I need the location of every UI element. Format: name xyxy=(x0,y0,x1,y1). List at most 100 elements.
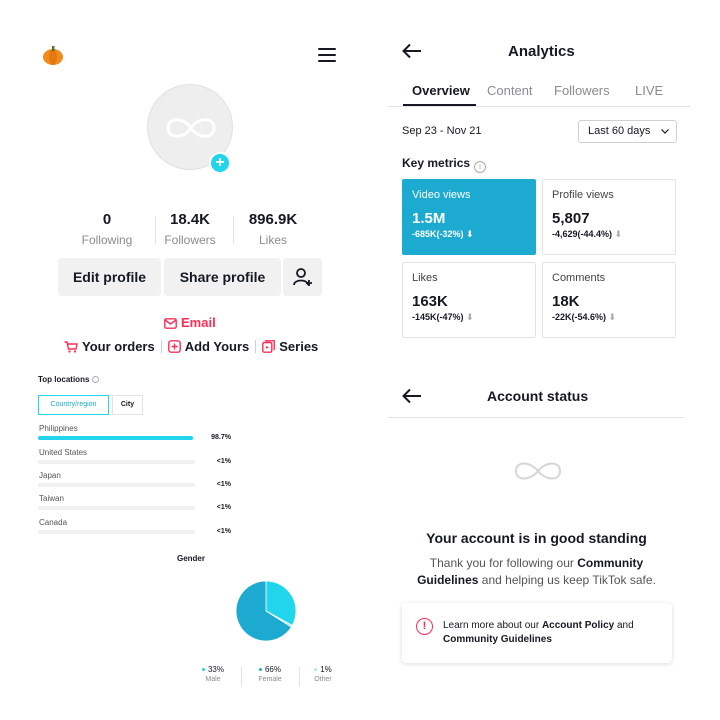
back-arrow-icon[interactable] xyxy=(402,388,422,404)
cart-icon xyxy=(64,341,78,353)
location-bar-fill xyxy=(38,436,193,440)
stat-followers-label: Followers xyxy=(164,233,216,247)
arrow-down-icon: ⬇ xyxy=(614,229,623,239)
series-link[interactable]: Series xyxy=(262,339,318,354)
metric-delta: -145K(-47%) ⬇ xyxy=(412,312,526,323)
stat-following-label: Following xyxy=(81,233,133,247)
location-bar xyxy=(38,506,195,510)
policy-notice-card[interactable]: ! Learn more about our Account Policy an… xyxy=(402,603,672,663)
infinity-logo-icon xyxy=(514,462,562,480)
profile-panel: + 0 Following 18.4K Followers 896.9K Lik… xyxy=(38,44,336,687)
stat-following-value: 0 xyxy=(102,211,112,228)
tab-content[interactable]: Content xyxy=(487,83,533,98)
metric-delta-text: -145K(-47%) xyxy=(412,312,464,322)
profile-links: Your orders Add Yours Series xyxy=(64,339,318,354)
community-guidelines-link[interactable]: Community Guidelines xyxy=(443,634,552,645)
gender-percent: 66% xyxy=(264,665,281,674)
location-percent: <1% xyxy=(216,504,231,511)
location-name: United States xyxy=(39,448,88,457)
arrow-down-icon: ⬇ xyxy=(466,229,474,239)
metric-card-video-views[interactable]: Video views 1.5M -685K(-32%) ⬇ xyxy=(402,179,536,255)
metric-label: Likes xyxy=(412,272,438,284)
metric-label: Comments xyxy=(552,272,606,284)
metric-card-comments[interactable]: Comments 18K -22K(-54.6%) ⬇ xyxy=(542,262,676,338)
stat-divider xyxy=(155,216,156,244)
status-message: Thank you for following our Community Gu… xyxy=(400,555,673,589)
legend-divider xyxy=(299,667,300,687)
stat-divider xyxy=(233,216,234,244)
tab-live[interactable]: LIVE xyxy=(635,83,664,98)
gender-label: Other xyxy=(314,676,332,683)
notice-mid: and xyxy=(614,620,634,631)
location-percent: <1% xyxy=(216,528,231,535)
metric-value: 18K xyxy=(552,293,580,310)
gender-label: Female xyxy=(258,676,282,683)
chevron-down-icon xyxy=(661,129,669,134)
info-icon[interactable] xyxy=(92,376,100,383)
community-guidelines-link[interactable]: Community Guidelines xyxy=(417,556,644,587)
arrow-down-icon: ⬇ xyxy=(466,312,474,322)
link-separator xyxy=(255,340,257,353)
account-status-title: Account status xyxy=(487,388,589,404)
edit-profile-button[interactable]: Edit profile xyxy=(58,258,161,296)
stat-likes[interactable]: 896.9K Likes xyxy=(233,211,313,247)
top-locations-label: Top locations xyxy=(38,375,90,384)
your-orders-label: Your orders xyxy=(82,339,155,354)
location-name: Japan xyxy=(39,471,61,480)
add-friend-button[interactable] xyxy=(283,258,322,296)
legend-divider xyxy=(241,667,242,687)
status-message-post: and helping us keep TikTok safe. xyxy=(478,573,656,587)
stat-likes-value: 896.9K xyxy=(248,211,298,228)
menu-icon[interactable] xyxy=(318,48,336,62)
your-orders-link[interactable]: Your orders xyxy=(64,339,155,354)
legend-dot xyxy=(258,668,262,671)
tab-overview[interactable]: Overview xyxy=(412,83,470,98)
top-locations-title: Top locations xyxy=(38,375,100,384)
gender-legend-female: 66% Female xyxy=(252,665,288,683)
period-dropdown-value: Last 60 days xyxy=(588,125,651,137)
stat-followers[interactable]: 18.4K Followers xyxy=(150,211,230,247)
pie-slice-female xyxy=(235,580,292,642)
back-arrow-icon[interactable] xyxy=(402,43,422,59)
tab-country-region[interactable]: Country/region xyxy=(38,395,109,415)
gender-pie-chart xyxy=(235,580,297,642)
add-yours-icon xyxy=(167,340,181,353)
info-icon[interactable]: i xyxy=(474,161,487,173)
gender-label: Male xyxy=(205,676,221,683)
series-icon xyxy=(262,340,276,353)
metric-delta: -22K(-54.6%) ⬇ xyxy=(552,312,666,323)
metric-delta: -4,629(-44.4%) ⬇ xyxy=(552,229,666,240)
notice-pre: Learn more about our xyxy=(443,620,542,631)
metric-card-likes[interactable]: Likes 163K -145K(-47%) ⬇ xyxy=(402,262,536,338)
gender-percent: 1% xyxy=(320,665,332,674)
add-yours-link[interactable]: Add Yours xyxy=(167,339,249,354)
metric-value: 163K xyxy=(412,293,448,310)
period-dropdown[interactable]: Last 60 days xyxy=(578,120,677,143)
location-bar xyxy=(38,530,195,534)
account-policy-link[interactable]: Account Policy xyxy=(541,620,615,631)
series-label: Series xyxy=(279,339,319,354)
email-label: Email xyxy=(181,315,216,330)
add-friend-icon xyxy=(292,268,312,286)
location-bar xyxy=(38,460,195,464)
tab-city[interactable]: City xyxy=(112,395,143,415)
metric-value: 5,807 xyxy=(552,210,590,227)
add-photo-icon[interactable]: + xyxy=(209,152,231,174)
metric-delta-text: -22K(-54.6%) xyxy=(552,312,607,322)
alert-icon: ! xyxy=(416,618,433,635)
stat-following[interactable]: 0 Following xyxy=(67,211,147,247)
pumpkin-icon xyxy=(42,44,64,66)
metric-card-profile-views[interactable]: Profile views 5,807 -4,629(-44.4%) ⬇ xyxy=(542,179,676,255)
tab-followers[interactable]: Followers xyxy=(554,83,610,98)
location-bar xyxy=(38,436,195,440)
share-profile-button[interactable]: Share profile xyxy=(164,258,281,296)
email-link[interactable]: Email xyxy=(164,315,216,330)
gender-percent: 33% xyxy=(207,665,224,674)
status-message-pre: Thank you for following our xyxy=(429,556,578,570)
link-separator xyxy=(160,340,162,353)
tab-divider xyxy=(388,106,690,107)
pie-slice-male xyxy=(265,580,297,626)
stat-likes-label: Likes xyxy=(258,233,287,247)
policy-notice-text: Learn more about our Account Policy and … xyxy=(443,619,665,647)
gender-title: Gender xyxy=(176,554,205,563)
